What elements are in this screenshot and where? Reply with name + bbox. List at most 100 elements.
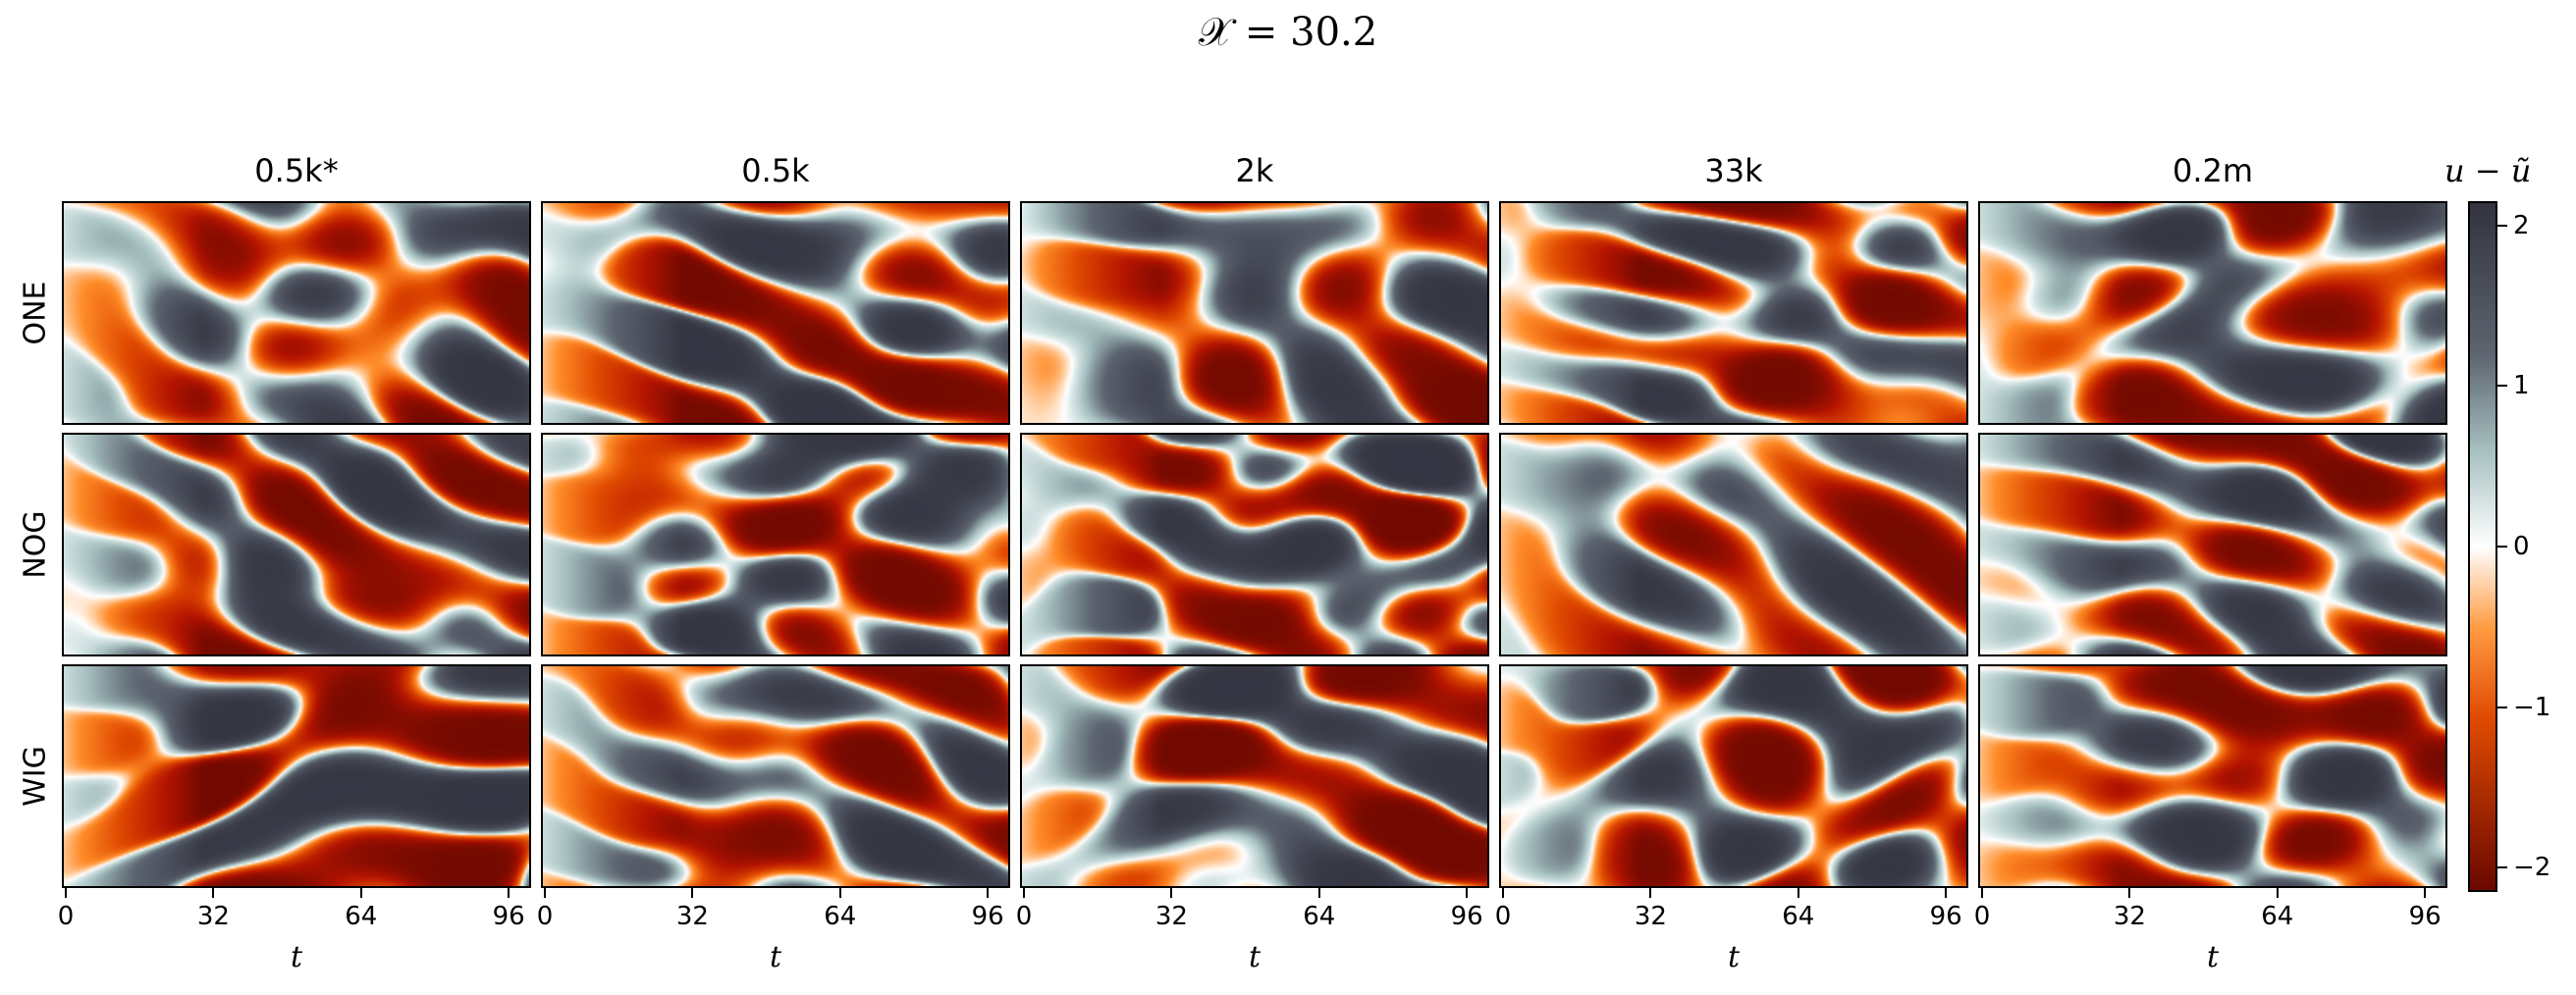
heatmap-panel: [1499, 433, 1968, 656]
x-tick-label: 32: [196, 902, 230, 931]
x-tick-label: 96: [492, 902, 525, 931]
heatmap-image: [1022, 435, 1487, 655]
column-title: 0.5k: [741, 152, 810, 189]
x-tick-label: 0: [1973, 902, 1991, 931]
heatmap-image: [543, 435, 1008, 655]
colorbar-tick-label: 2: [2513, 210, 2530, 240]
x-tick-label: 64: [2261, 902, 2294, 931]
heatmap-image: [1980, 435, 2445, 655]
heatmap-panel: [541, 201, 1010, 425]
heatmap-field: [1022, 435, 1487, 655]
colorbar-title: u − ũ: [2444, 152, 2532, 189]
x-tick: [1649, 888, 1652, 898]
x-tick-label: 0: [57, 902, 75, 931]
heatmap-field: [1980, 435, 2445, 655]
x-axis-label: t: [769, 940, 782, 974]
heatmap-image: [64, 203, 529, 423]
x-tick-label: 0: [1015, 902, 1033, 931]
heatmap-image: [1980, 666, 2445, 886]
x-tick: [359, 888, 362, 898]
heatmap-field: [1022, 203, 1487, 423]
heatmap-image: [1980, 203, 2445, 423]
x-tick: [1945, 888, 1948, 898]
column-title: 33k: [1704, 152, 1763, 189]
x-tick: [65, 888, 67, 898]
heatmap-image: [543, 666, 1008, 886]
heatmap-panel: [1978, 664, 2447, 888]
heatmap-field: [1501, 435, 1966, 655]
colorbar-tick: [2497, 706, 2507, 708]
row-label: WIG: [18, 746, 53, 807]
x-tick-label: 96: [971, 902, 1004, 931]
colorbar-tick-label: −2: [2513, 853, 2551, 883]
heatmap-panel: [1499, 201, 1968, 425]
x-tick-label: 64: [345, 902, 378, 931]
x-axis-label: t: [2206, 940, 2220, 974]
heatmap-panel: [1020, 433, 1489, 656]
x-tick: [544, 888, 546, 898]
x-tick-label: 0: [536, 902, 554, 931]
x-tick-label: 64: [1303, 902, 1336, 931]
heatmap-field: [64, 435, 529, 655]
x-tick: [2424, 888, 2427, 898]
x-tick: [1797, 888, 1799, 898]
x-tick-label: 96: [1929, 902, 1962, 931]
heatmap-panel: [1499, 664, 1968, 888]
x-tick-label: 64: [824, 902, 857, 931]
heatmap-panel: [62, 201, 531, 425]
x-tick-label: 32: [1154, 902, 1188, 931]
column-title: 0.2m: [2172, 152, 2254, 189]
heatmap-panel: [541, 664, 1010, 888]
x-tick: [508, 888, 510, 898]
heatmap-panel: [1020, 664, 1489, 888]
x-tick: [1170, 888, 1173, 898]
x-tick: [1502, 888, 1504, 898]
colorbar-gradient: [2470, 203, 2496, 890]
heatmap-panel: [1978, 201, 2447, 425]
colorbar-tick: [2497, 224, 2507, 227]
colorbar-tick: [2497, 866, 2507, 869]
heatmap-field: [543, 435, 1008, 655]
heatmap-image: [1501, 203, 1966, 423]
x-tick: [212, 888, 215, 898]
heatmap-image: [64, 435, 529, 655]
heatmap-panel: [62, 433, 531, 656]
x-tick-label: 64: [1782, 902, 1815, 931]
row-label: ONE: [18, 281, 53, 345]
x-axis-label: t: [290, 940, 303, 974]
x-tick: [2276, 888, 2279, 898]
x-tick: [1466, 888, 1469, 898]
x-tick: [838, 888, 841, 898]
x-tick: [1023, 888, 1025, 898]
x-tick-label: 32: [2113, 902, 2146, 931]
heatmap-image: [64, 666, 529, 886]
x-tick: [2128, 888, 2131, 898]
column-title: 2k: [1235, 152, 1274, 189]
colorbar-tick: [2497, 385, 2507, 388]
x-axis-label: t: [1727, 940, 1741, 974]
colorbar-tick-label: 0: [2513, 532, 2530, 561]
x-tick-label: 96: [1450, 902, 1483, 931]
x-tick: [987, 888, 990, 898]
x-tick-label: 96: [2408, 902, 2442, 931]
heatmap-field: [1980, 203, 2445, 423]
x-axis-label: t: [1248, 940, 1261, 974]
row-label: NOG: [18, 510, 53, 579]
heatmap-image: [1022, 203, 1487, 423]
heatmap-field: [543, 203, 1008, 423]
colorbar-tick-label: −1: [2513, 692, 2551, 722]
colorbar-tick-label: 1: [2513, 371, 2530, 401]
heatmap-field: [64, 203, 529, 423]
figure-title: 𝒳 = 30.2: [1198, 10, 1378, 55]
x-tick-label: 32: [675, 902, 709, 931]
heatmap-field: [543, 666, 1008, 886]
heatmap-field: [1501, 666, 1966, 886]
heatmap-image: [543, 203, 1008, 423]
colorbar-tick: [2497, 546, 2507, 548]
heatmap-field: [1022, 666, 1487, 886]
x-tick-label: 0: [1494, 902, 1512, 931]
x-tick: [1317, 888, 1320, 898]
heatmap-image: [1501, 435, 1966, 655]
x-tick: [691, 888, 694, 898]
heatmap-field: [64, 666, 529, 886]
